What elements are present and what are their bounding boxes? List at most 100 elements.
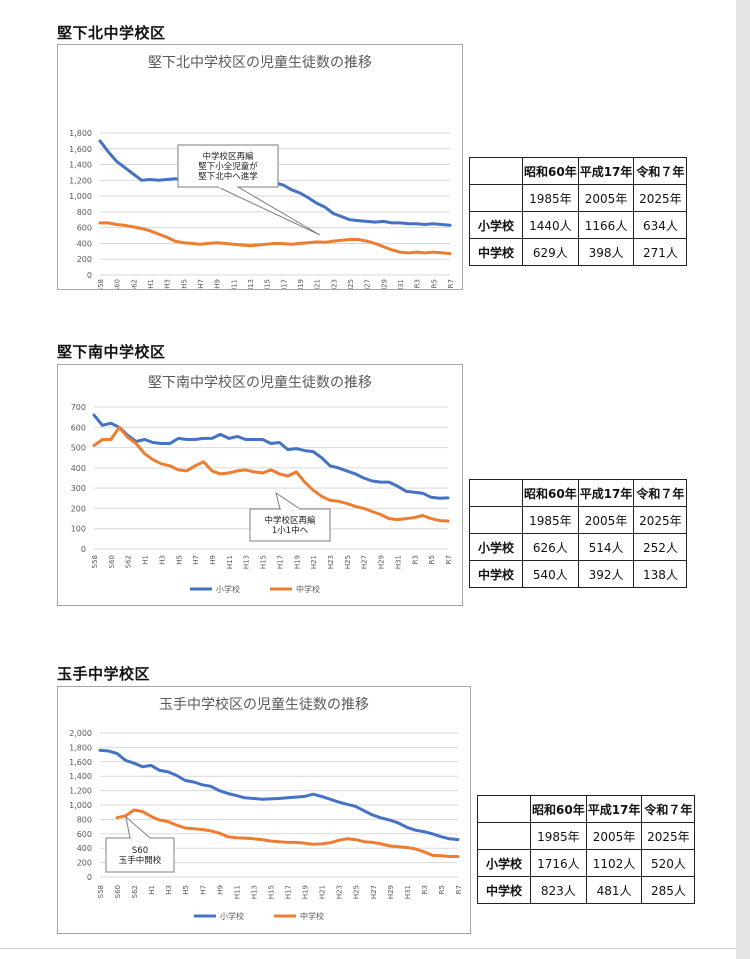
table-row: 中学校 540人 392人 138人 — [469, 560, 688, 588]
chart-svg-tamate: 玉手中学校区の児童生徒数の推移 0 200 400 600 800 1,000 1,200 1,… — [69, 696, 463, 921]
value-cell: 398人 — [577, 238, 635, 266]
table-row-header: 昭和60年 平成17年 令和７年 — [469, 157, 688, 185]
x-tick-label: H5 — [182, 885, 190, 895]
x-tick-label: H11 — [233, 885, 241, 899]
chart-katashimo-kita: 堅下北中学校区の児童生徒数の推移 0 200 400 600 800 1,000 1,200 1… — [57, 44, 463, 290]
header-cell: 令和７年 — [641, 795, 696, 823]
row-label: 中学校 — [477, 876, 531, 904]
x-tick-label: S62 — [125, 555, 133, 568]
x-tick-label: R7 — [455, 885, 463, 894]
year-cell: 2025年 — [633, 506, 688, 534]
x-tick-label: H29 — [380, 279, 388, 289]
value-cell: 634人 — [633, 211, 688, 239]
x-tick-label: H3 — [165, 885, 173, 895]
x-tick-label: H29 — [378, 555, 386, 569]
value-cell: 1102人 — [585, 849, 643, 877]
x-tick-label: H19 — [293, 555, 301, 569]
series-line-elementary — [98, 748, 460, 842]
value-cell: 271人 — [633, 238, 688, 266]
annotation-text: 1小1中へ — [272, 525, 309, 536]
annotation-box — [249, 508, 331, 542]
y-tick-label: 2,000 — [69, 729, 92, 738]
x-tick-label: H9 — [216, 885, 224, 895]
annotation-text: 玉手中開校 — [119, 855, 162, 866]
value-cell: 138人 — [633, 560, 688, 588]
value-cell: 1716人 — [530, 849, 587, 877]
y-tick-label: 200 — [77, 859, 92, 868]
chart-svg-katashimo-kita: 堅下北中学校区の児童生徒数の推移 0 200 400 600 800 1,000 1,200 1… — [69, 54, 455, 289]
row-label: 中学校 — [469, 238, 523, 266]
value-cell: 823人 — [530, 876, 587, 904]
x-tick-label: S60 — [114, 279, 122, 289]
y-tick-label: 1,400 — [69, 772, 92, 781]
x-tick-label: H19 — [297, 279, 305, 289]
x-tick-label: H7 — [192, 555, 200, 565]
page-bottom-rule — [0, 948, 736, 949]
x-tick-label: S58 — [97, 279, 105, 289]
chart-title: 玉手中学校区の児童生徒数の推移 — [159, 696, 369, 713]
header-cell: 昭和60年 — [522, 157, 579, 185]
x-tick-label: H25 — [353, 885, 361, 899]
table-row: 小学校 626人 514人 252人 — [469, 533, 688, 561]
y-tick-label: 0 — [81, 545, 86, 554]
x-tick-label: R3 — [414, 279, 422, 288]
x-tick-label: H23 — [330, 279, 338, 289]
annotation-text: 中学校区再編 — [202, 151, 253, 162]
section-title-katashimo-kita: 堅下北中学校区 — [57, 24, 166, 42]
year-cell: 1985年 — [522, 184, 579, 212]
x-tick-label: H15 — [260, 555, 268, 569]
stats-table-katashimo-kita: 昭和60年 平成17年 令和７年 1985年 2005年 2025年 小学校 1… — [469, 157, 688, 266]
series-line-junior-high — [98, 221, 452, 256]
x-tick-label: H21 — [319, 885, 327, 899]
value-cell: 514人 — [577, 533, 635, 561]
x-tick-label: S58 — [91, 555, 99, 568]
x-tick-label: H15 — [267, 885, 275, 899]
x-tick-label: R7 — [447, 279, 455, 288]
annotation-text: 堅下小全児童が — [198, 161, 258, 172]
x-tick-label: H1 — [147, 279, 155, 289]
table-row: 小学校 1716人 1102人 520人 — [477, 849, 696, 877]
chart-katashimo-minami: 堅下南中学校区の児童生徒数の推移 0 100 200 300 400 500 600 700 S5… — [57, 364, 463, 606]
x-tick-label: H27 — [361, 555, 369, 569]
x-tick-label: R3 — [411, 555, 419, 564]
y-tick-label: 1,200 — [69, 176, 92, 185]
x-tick-label: H9 — [214, 279, 222, 289]
row-label: 小学校 — [477, 849, 531, 877]
value-cell: 481人 — [585, 876, 643, 904]
annotation-text: S60 — [132, 846, 148, 856]
section-title-tamate: 玉手中学校区 — [57, 665, 151, 683]
stats-table-tamate: 昭和60年 平成17年 令和７年 1985年 2005年 2025年 小学校 1… — [477, 795, 696, 904]
x-tick-label: H17 — [276, 555, 284, 569]
x-tick-label: H31 — [394, 555, 402, 569]
x-tick-label: H23 — [336, 885, 344, 899]
x-tick-label: H9 — [209, 555, 217, 565]
x-tick-label: H5 — [180, 279, 188, 289]
legend-label: 中学校 — [296, 584, 320, 594]
x-tick-label: H29 — [387, 885, 395, 899]
y-tick-label: 400 — [77, 844, 92, 853]
x-tick-label: S62 — [130, 279, 138, 289]
header-cell: 平成17年 — [577, 157, 635, 185]
x-tick-label: H27 — [364, 279, 372, 289]
annotation-text: 中学校区再編 — [264, 515, 315, 526]
legend-label: 小学校 — [216, 584, 240, 594]
x-tick-label: H31 — [404, 885, 412, 899]
y-tick-label: 400 — [71, 464, 86, 473]
x-tick-label: R3 — [421, 885, 429, 894]
series-line-junior-high — [92, 425, 450, 523]
x-tick-label: R7 — [445, 555, 453, 564]
series-line-elementary — [92, 413, 450, 500]
x-tick-label: H5 — [175, 555, 183, 565]
legend-label: 小学校 — [220, 911, 244, 921]
annotation-box — [105, 837, 175, 873]
x-tick-label: H3 — [164, 279, 172, 289]
x-tick-label: H25 — [344, 555, 352, 569]
y-tick-label: 400 — [77, 239, 92, 248]
legend: 小学校 中学校 — [190, 584, 320, 594]
y-tick-label: 200 — [71, 504, 86, 513]
series-line-junior-high — [115, 808, 460, 858]
value-cell: 1166人 — [577, 211, 635, 239]
row-label: 小学校 — [469, 211, 523, 239]
